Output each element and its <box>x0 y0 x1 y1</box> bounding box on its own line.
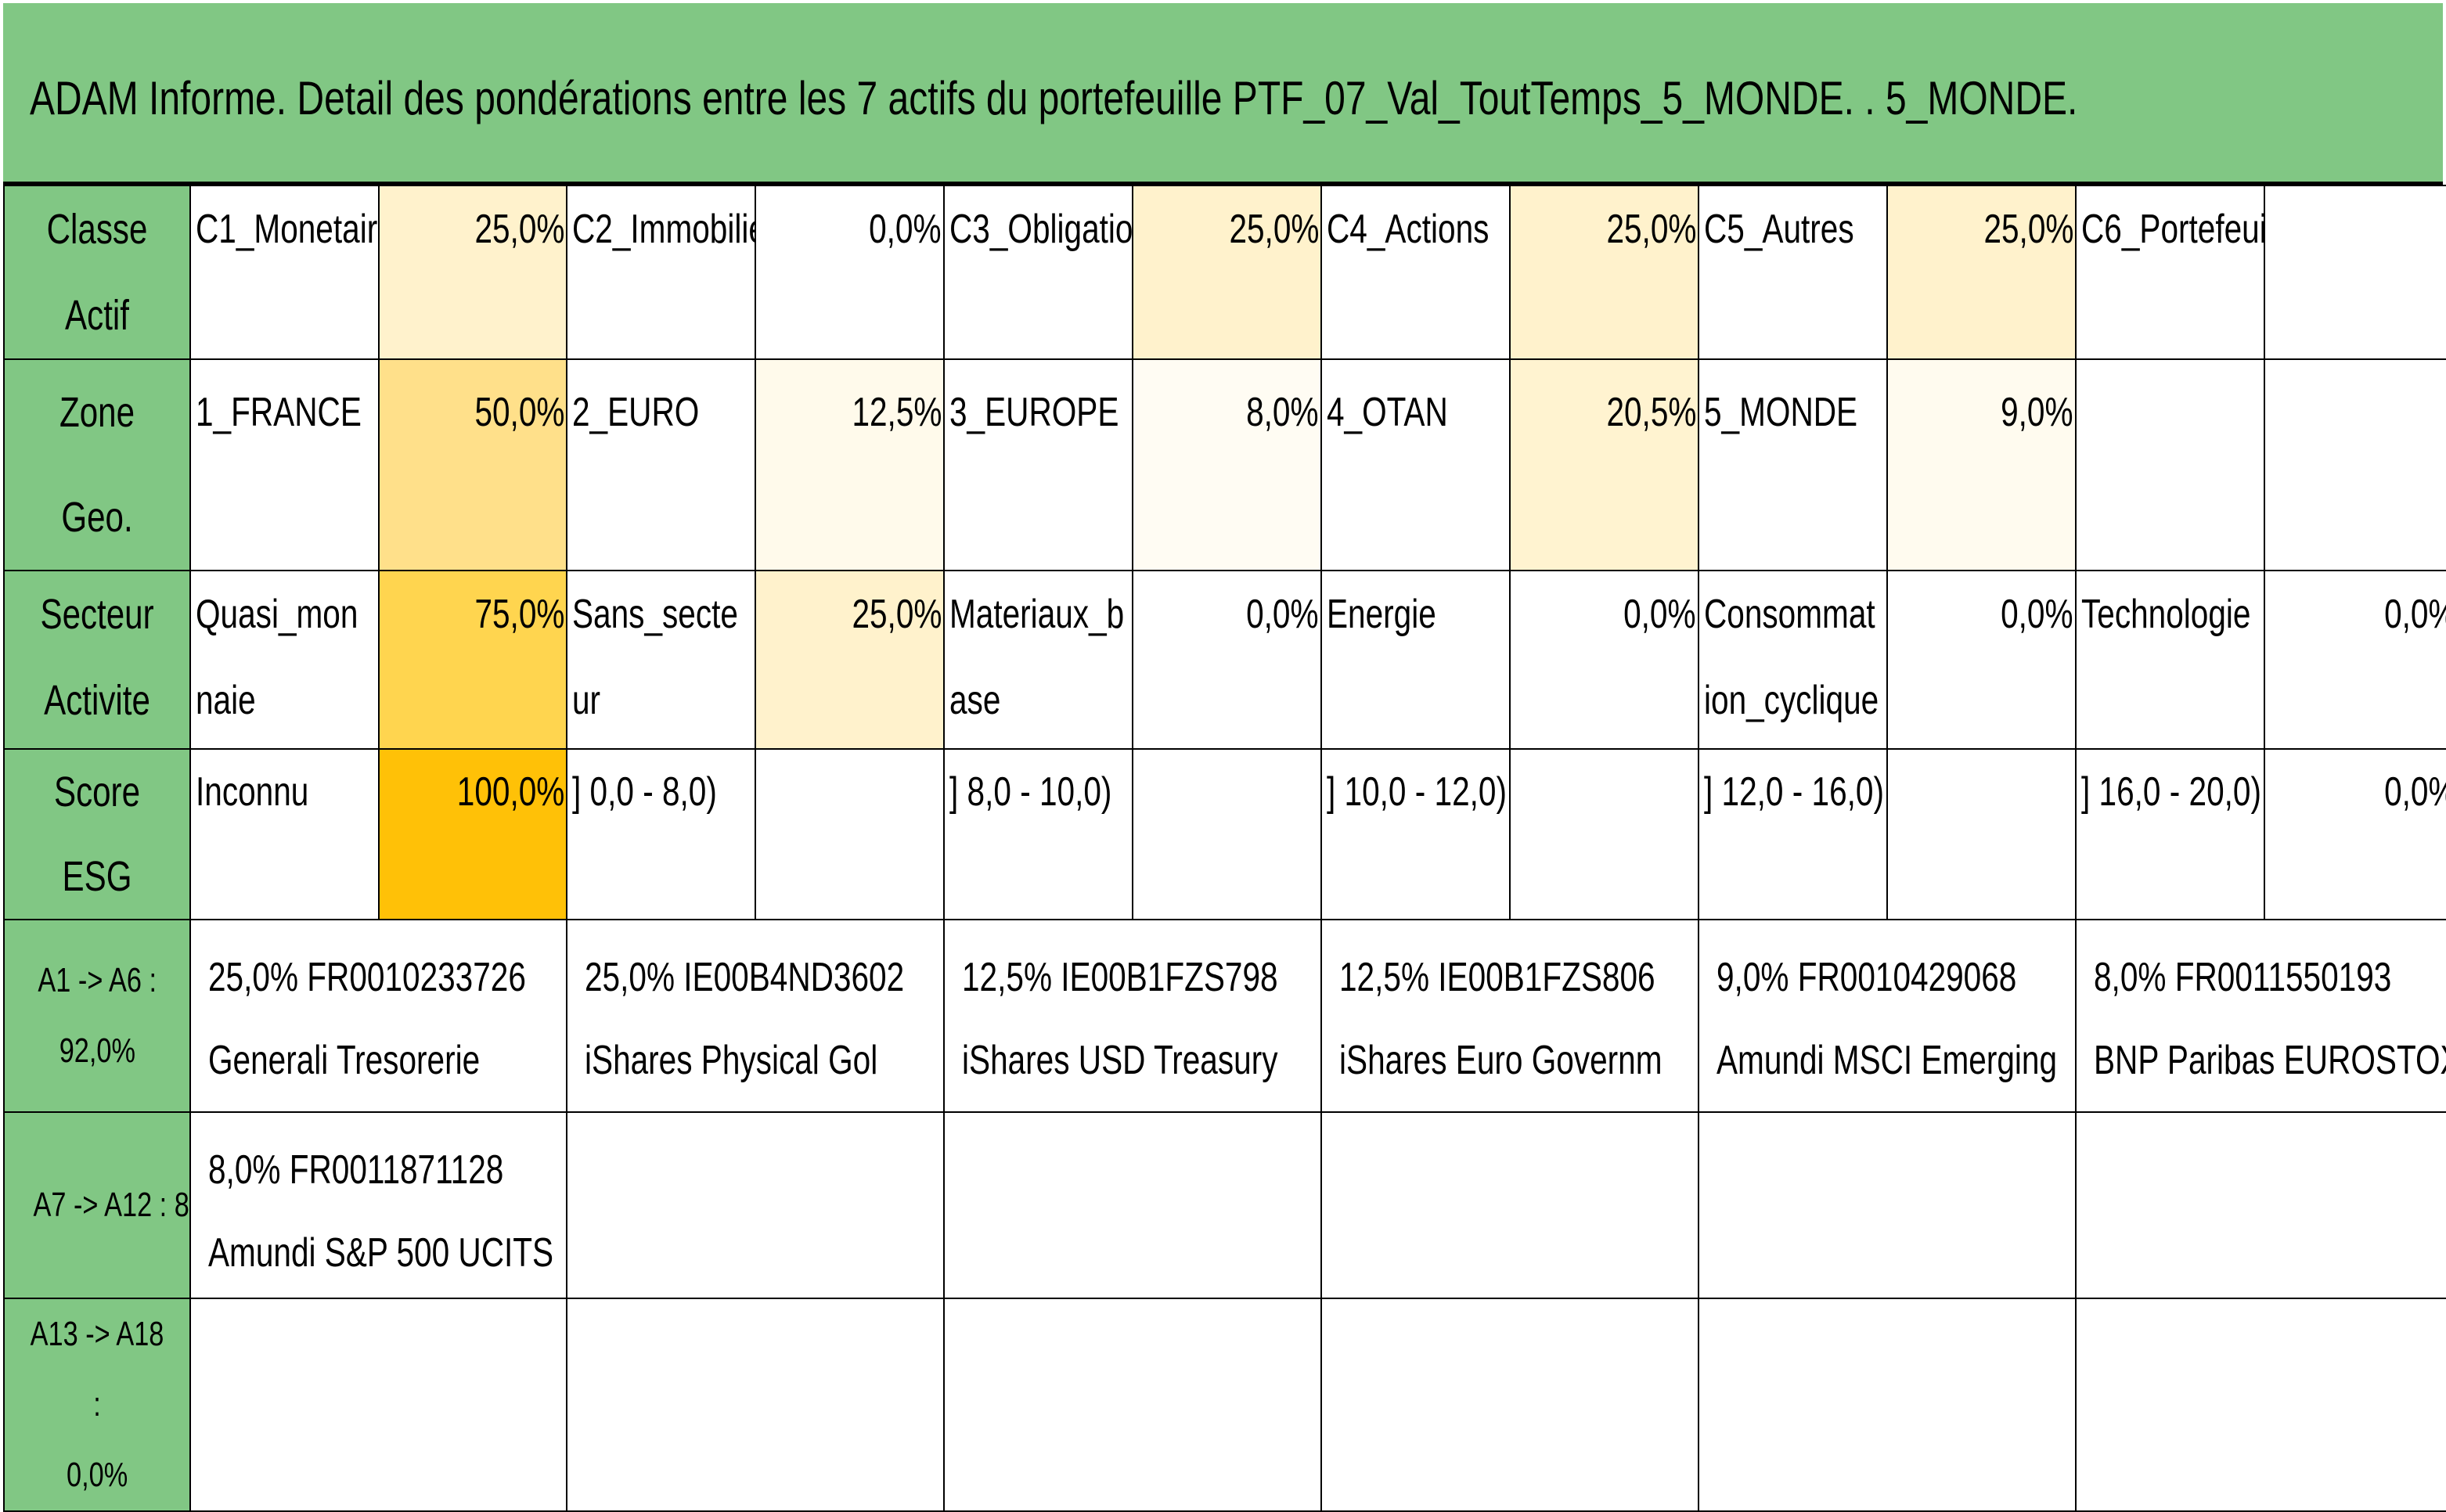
asset-cell <box>1698 1298 2077 1512</box>
classe-pct <box>2264 185 2446 360</box>
esg-label: Inconnu <box>189 748 380 920</box>
secteur-label: Energie <box>1320 570 1511 750</box>
zone-label: 4_OTAN <box>1320 358 1511 571</box>
asset-cell: 12,5% IE00B1FZS806 iShares Euro Governm <box>1320 919 1699 1113</box>
classe-label: C1_Monetaire <box>189 185 380 360</box>
asset-cell <box>566 1111 945 1299</box>
asset-cell <box>2075 1111 2446 1299</box>
esg-label: ] 8,0 - 10,0) <box>943 748 1133 920</box>
title-bar: ADAM Informe. Detail des pondérations en… <box>3 3 2443 185</box>
esg-label: ] 12,0 - 16,0) <box>1698 748 1888 920</box>
zone-label: 2_EURO <box>566 358 756 571</box>
zone-label <box>2075 358 2265 571</box>
esg-pct <box>755 748 945 920</box>
row-classe-actif: Classe Actif C1_Monetaire 25,0% C2_Immob… <box>3 185 2446 360</box>
secteur-label: Materiaux_base <box>943 570 1133 750</box>
weights-table: Classe Actif C1_Monetaire 25,0% C2_Immob… <box>3 185 2446 1512</box>
esg-label: ] 10,0 - 12,0) <box>1320 748 1511 920</box>
classe-label: C3_Obligations <box>943 185 1133 360</box>
secteur-label: Technologie <box>2075 570 2265 750</box>
esg-pct: 100,0% <box>378 748 567 920</box>
zone-label: 5_MONDE <box>1698 358 1888 571</box>
row-assets-a1-a6: A1 -> A6 : 92,0% 25,0% FR0010233726 Gener… <box>3 919 2446 1113</box>
secteur-pct: 0,0% <box>1509 570 1699 750</box>
row-score-esg: Score ESG Inconnu 100,0% ] 0,0 - 8,0) ] … <box>3 748 2446 920</box>
classe-pct: 25,0% <box>1132 185 1322 360</box>
classe-label: C4_Actions <box>1320 185 1511 360</box>
esg-label: ] 0,0 - 8,0) <box>566 748 756 920</box>
row-zone-geo: Zone Geo. 1_FRANCE 50,0% 2_EURO 12,5% 3_… <box>3 358 2446 571</box>
classe-label: C5_Autres <box>1698 185 1888 360</box>
zone-label: 1_FRANCE <box>189 358 380 571</box>
asset-cell <box>943 1111 1322 1299</box>
asset-cell: 25,0% IE00B4ND3602 iShares Physical Gol <box>566 919 945 1113</box>
asset-cell: 9,0% FR0010429068 Amundi MSCI Emerging <box>1698 919 2077 1113</box>
asset-cell <box>566 1298 945 1512</box>
secteur-pct: 0,0% <box>2264 570 2446 750</box>
classe-pct: 25,0% <box>1509 185 1699 360</box>
asset-cell <box>2075 1298 2446 1512</box>
classe-pct: 0,0% <box>755 185 945 360</box>
zone-pct: 12,5% <box>755 358 945 571</box>
classe-pct: 25,0% <box>1886 185 2077 360</box>
zone-label: 3_EUROPE <box>943 358 1133 571</box>
row-assets-a7-a12: A7 -> A12 : 8,0% 8,0% FR0011871128Amundi… <box>3 1111 2446 1299</box>
report-title: ADAM Informe. Detail des pondérations en… <box>30 72 2078 124</box>
secteur-label: Sans_secteur <box>566 570 756 750</box>
row-header-assets-a13-a18: A13 -> A18 : 0,0% <box>3 1298 191 1512</box>
asset-cell <box>943 1298 1322 1512</box>
asset-cell: 12,5% IE00B1FZS798 iShares USD Treasury <box>943 919 1322 1113</box>
asset-cell <box>1320 1298 1699 1512</box>
asset-cell <box>1698 1111 2077 1299</box>
row-header-assets-a7-a12: A7 -> A12 : 8,0% <box>3 1111 191 1299</box>
esg-pct <box>1509 748 1699 920</box>
esg-pct <box>1132 748 1322 920</box>
zone-pct: 9,0% <box>1886 358 2077 571</box>
classe-pct: 25,0% <box>378 185 567 360</box>
asset-cell <box>1320 1111 1699 1299</box>
secteur-pct: 0,0% <box>1886 570 2077 750</box>
esg-pct <box>1886 748 2077 920</box>
row-header-classe-actif: Classe Actif <box>3 185 191 360</box>
zone-pct: 20,5% <box>1509 358 1699 571</box>
secteur-pct: 25,0% <box>755 570 945 750</box>
row-header-score-esg: Score ESG <box>3 748 191 920</box>
classe-label: C6_Portefeuille <box>2075 185 2265 360</box>
row-header-assets-a1-a6: A1 -> A6 : 92,0% <box>3 919 191 1113</box>
classe-label: C2_Immobilier <box>566 185 756 360</box>
zone-pct: 8,0% <box>1132 358 1322 571</box>
row-header-zone-geo: Zone Geo. <box>3 358 191 571</box>
row-secteur-activite: Secteur Activite Quasi_monnaie 75,0% San… <box>3 570 2446 750</box>
row-assets-a13-a18: A13 -> A18 : 0,0% <box>3 1298 2446 1512</box>
asset-cell <box>189 1298 567 1512</box>
secteur-label: Consommation_cyclique <box>1698 570 1888 750</box>
asset-cell: 8,0% FR0011550193 BNP Paribas EUROSTOX <box>2075 919 2446 1113</box>
row-header-secteur-activite: Secteur Activite <box>3 570 191 750</box>
secteur-pct: 75,0% <box>378 570 567 750</box>
esg-label: ] 16,0 - 20,0) <box>2075 748 2265 920</box>
secteur-pct: 0,0% <box>1132 570 1322 750</box>
zone-pct: 50,0% <box>378 358 567 571</box>
asset-cell: 25,0% FR0010233726 Generali Tresorerie <box>189 919 567 1113</box>
zone-pct <box>2264 358 2446 571</box>
esg-pct: 0,0% <box>2264 748 2446 920</box>
secteur-label: Quasi_monnaie <box>189 570 380 750</box>
asset-cell: 8,0% FR0011871128 Amundi S&P 500 UCITS <box>189 1111 567 1299</box>
